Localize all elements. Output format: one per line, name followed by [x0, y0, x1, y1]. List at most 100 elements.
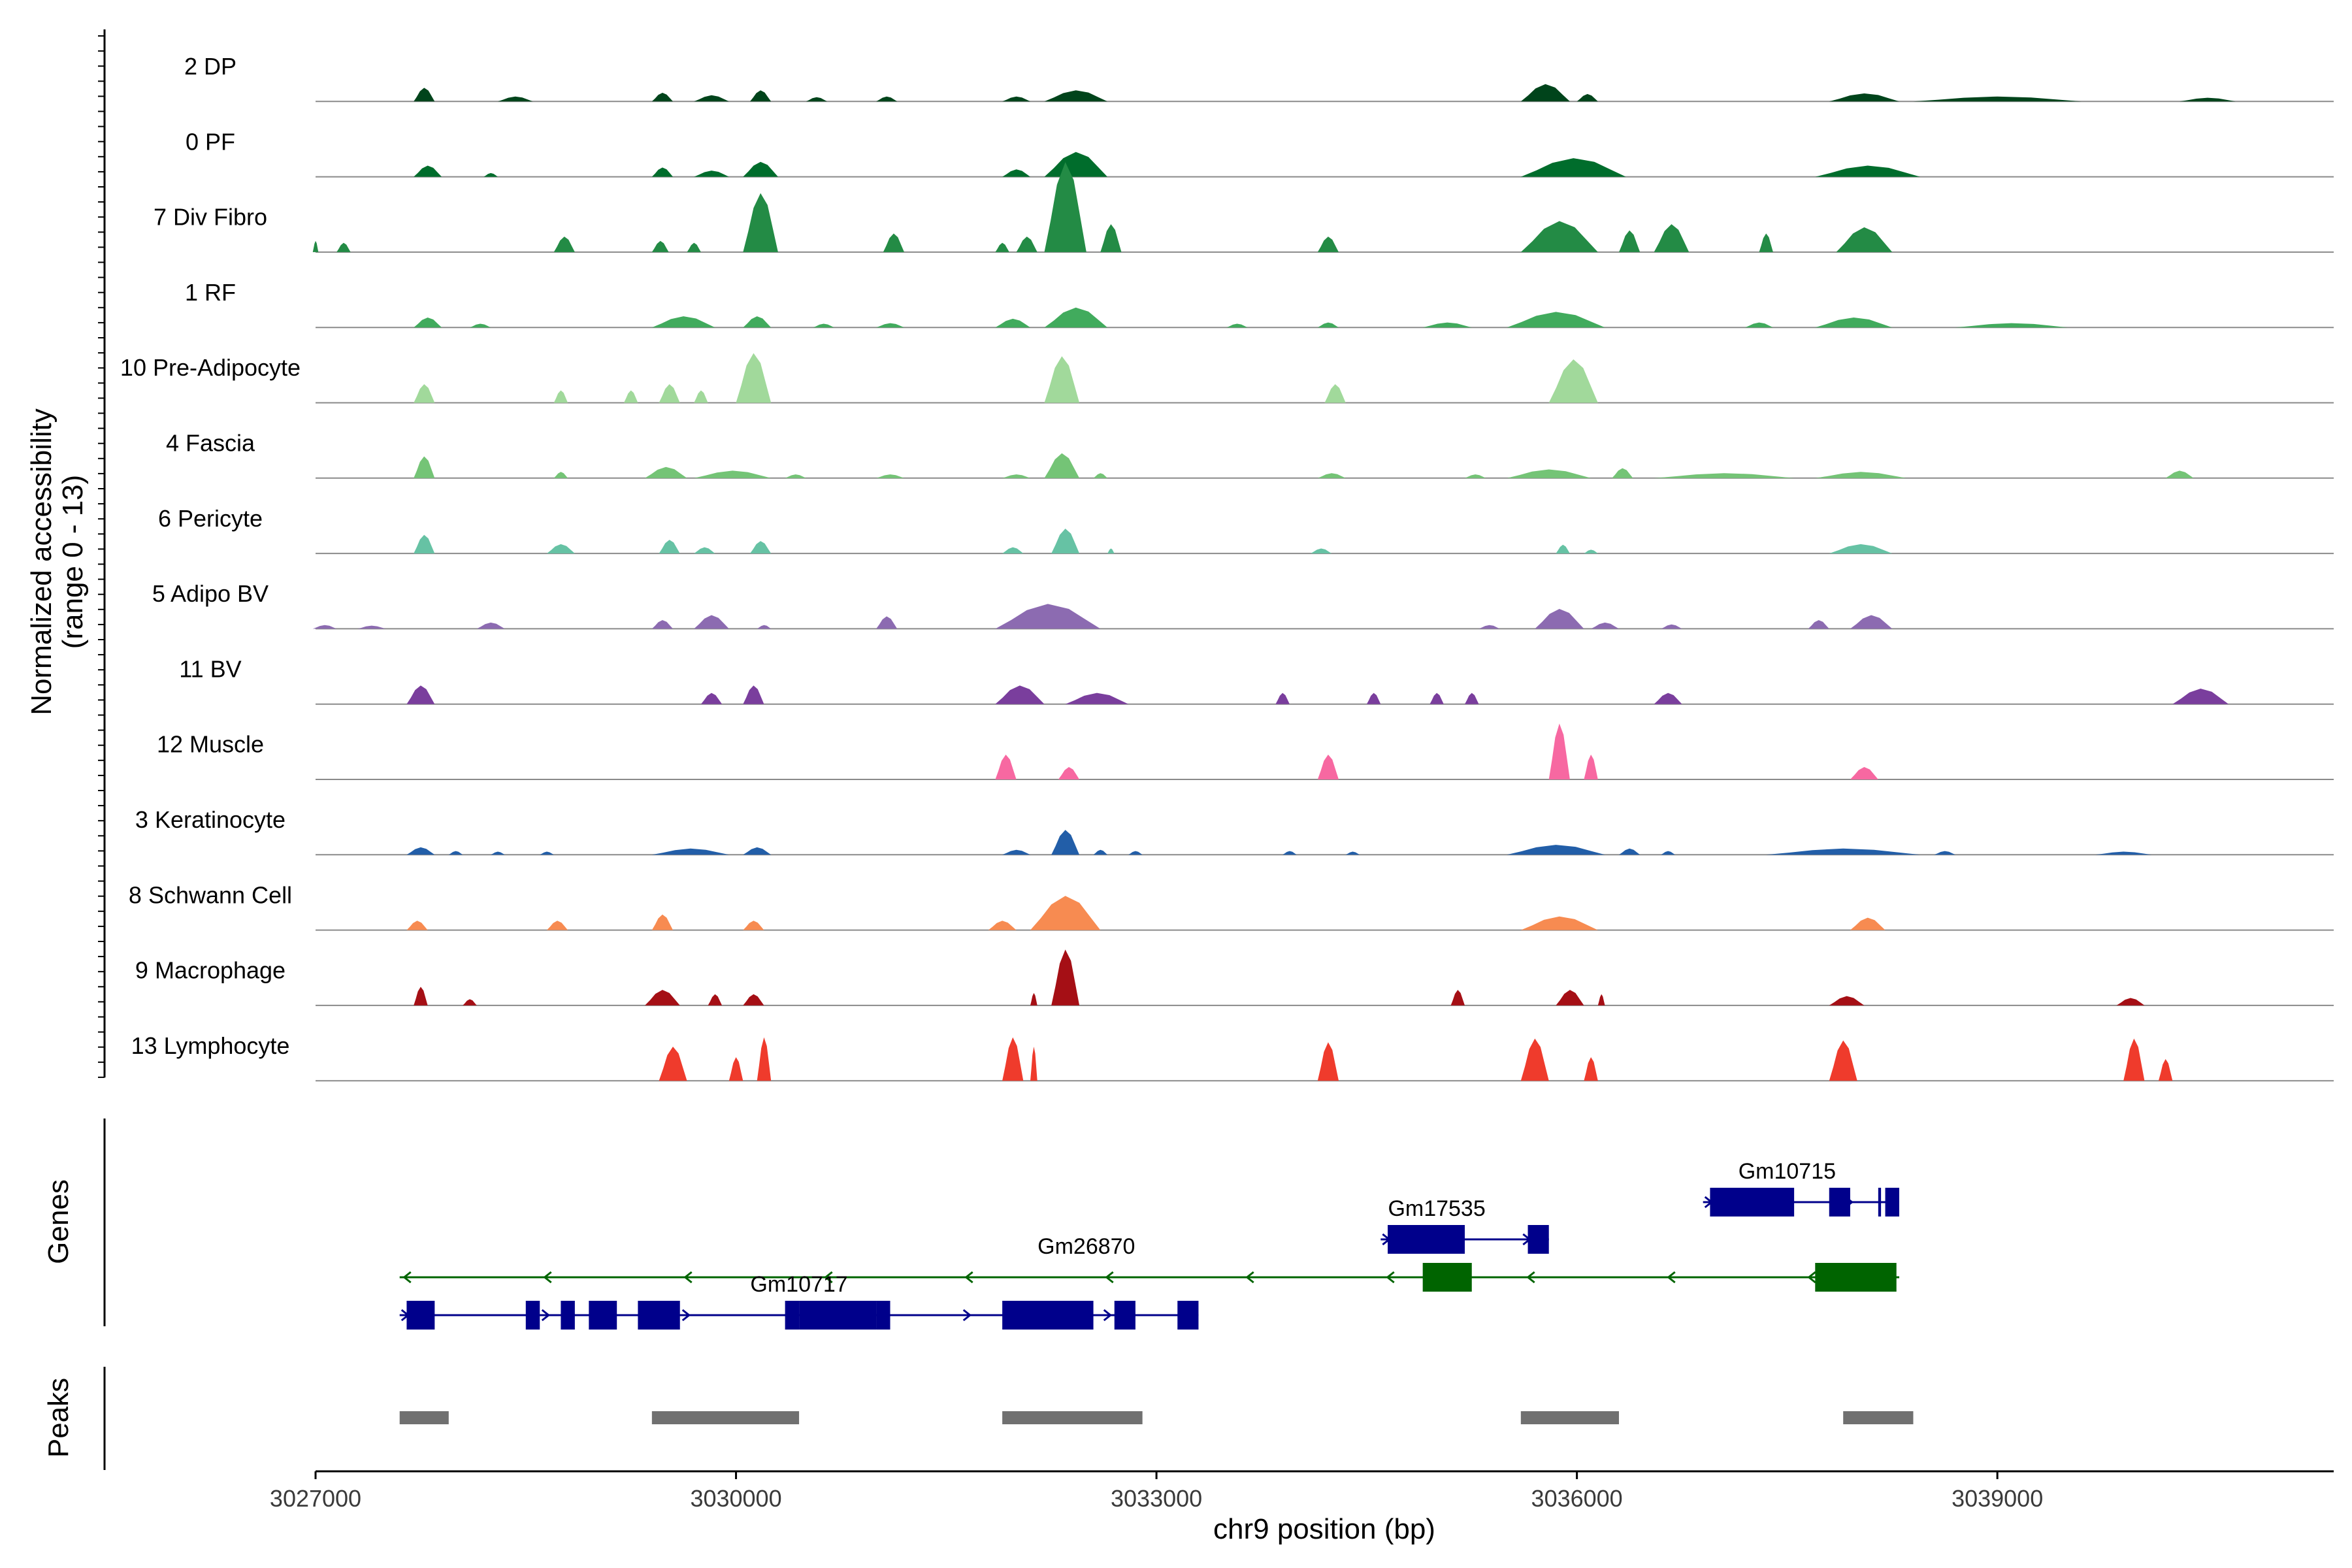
- coverage-peak: [651, 620, 673, 629]
- coverage-peak: [750, 90, 772, 102]
- track-label: 7 Div Fibro: [154, 204, 267, 231]
- coverage-peak: [1093, 849, 1107, 855]
- x-tick-label: 3036000: [1531, 1485, 1623, 1512]
- coverage-peak: [1815, 318, 1893, 328]
- strand-arrow: [1103, 1309, 1113, 1322]
- coverage-peak: [1450, 990, 1465, 1005]
- coverage-peak: [1044, 162, 1086, 252]
- coverage-peak: [1002, 849, 1030, 855]
- coverage-peak: [1030, 1047, 1037, 1081]
- coverage-peak: [414, 384, 435, 403]
- coverage-peak: [1829, 93, 1899, 102]
- coverage-peak: [1661, 851, 1675, 855]
- coverage-peak: [1850, 767, 1878, 779]
- coverage-peak: [1520, 158, 1626, 177]
- coverage-peak: [694, 95, 729, 102]
- coverage-peak: [1661, 624, 1682, 629]
- coverage-peak: [1584, 1057, 1598, 1081]
- gene-exon: [638, 1301, 680, 1330]
- gene-Gm26870: Gm26870: [399, 1234, 1900, 1292]
- coverage-peak: [1815, 165, 1921, 177]
- coverage-peak: [694, 171, 729, 177]
- gene-panel-title: Genes: [42, 1179, 74, 1264]
- coverage-peak: [1065, 693, 1129, 704]
- coverage-peak: [743, 921, 764, 930]
- gene-Gm10717: Gm10717: [399, 1272, 1199, 1330]
- track-label: 11 BV: [179, 655, 241, 682]
- coverage-peak: [1016, 237, 1037, 252]
- coverage-peak: [2165, 470, 2194, 478]
- coverage-peak: [414, 534, 435, 554]
- coverage-peak: [414, 165, 442, 177]
- track-5: 10 Pre-Adipocyte: [120, 353, 2334, 404]
- coverage-peak: [1058, 767, 1080, 779]
- coverage-peak: [2180, 97, 2236, 102]
- coverage-peak: [1829, 996, 1865, 1005]
- coverage-peak: [414, 88, 435, 102]
- coverage-peak: [876, 616, 898, 629]
- coverage-peak: [743, 161, 778, 177]
- x-tick-label: 3027000: [270, 1485, 361, 1512]
- coverage-peak: [2123, 1038, 2145, 1081]
- coverage-peak: [1317, 1042, 1339, 1081]
- gene-exon: [1815, 1263, 1897, 1292]
- coverage-peak: [623, 390, 638, 403]
- gene-exon: [785, 1301, 800, 1330]
- coverage-peak: [1619, 848, 1641, 855]
- peak-region: [1843, 1411, 1914, 1424]
- coverage-peak: [1745, 322, 1773, 328]
- gene-exon: [1885, 1188, 1900, 1217]
- coverage-peak: [659, 1047, 687, 1081]
- coverage-peak: [694, 470, 772, 478]
- coverage-peak: [414, 456, 435, 478]
- gene-panel: Genes Gm26870 Gm10717 Gm17535 Gm10715: [42, 1119, 1900, 1330]
- coverage-peak: [995, 604, 1101, 629]
- coverage-peak: [491, 851, 505, 855]
- gene-exon: [1829, 1188, 1850, 1217]
- coverage-peak: [1002, 547, 1024, 554]
- strand-arrow: [964, 1271, 973, 1284]
- coverage-peak: [476, 622, 505, 629]
- track-13: 9 Macrophage: [135, 949, 2334, 1006]
- coverage-peak: [1654, 224, 1690, 252]
- strand-arrow: [1105, 1271, 1114, 1284]
- coverage-peak: [876, 96, 898, 102]
- coverage-peak: [1850, 615, 1893, 629]
- track-10: 12 Muscle: [157, 723, 2334, 780]
- coverage-peak: [1044, 307, 1107, 328]
- strand-arrow: [1667, 1271, 1676, 1284]
- coverage-peak: [1591, 622, 1619, 629]
- coverage-peak: [1520, 84, 1570, 102]
- coverage-peak: [1507, 845, 1605, 855]
- track-label: 6 Pericyte: [158, 505, 263, 532]
- coverage-peak: [1275, 693, 1290, 704]
- coverage-peak: [736, 353, 772, 403]
- coverage-peak: [883, 233, 904, 252]
- gene-exon: [589, 1301, 617, 1330]
- coverage-peak: [995, 242, 1009, 252]
- coverage-peak: [1317, 322, 1339, 328]
- strand-arrow: [824, 1271, 833, 1284]
- coverage-peak: [546, 544, 575, 554]
- coverage-peak: [1107, 548, 1115, 554]
- coverage-peak: [1850, 917, 1886, 930]
- gene-exon: [1878, 1188, 1882, 1217]
- coverage-peak: [694, 390, 708, 403]
- coverage-peak: [995, 318, 1030, 328]
- coverage-peak: [1002, 169, 1030, 177]
- coverage-peak: [312, 240, 319, 252]
- gene-exon: [1527, 1225, 1549, 1254]
- coverage-peak: [2116, 998, 2145, 1005]
- track-label: 12 Muscle: [157, 731, 264, 758]
- coverage-peak: [694, 615, 729, 629]
- coverage-peak: [1030, 896, 1101, 930]
- coverage-peak: [470, 323, 491, 328]
- gene-exon: [561, 1301, 575, 1330]
- coverage-peak: [813, 323, 834, 328]
- coverage-peak: [1584, 549, 1598, 554]
- track-9: 11 BV: [179, 655, 2334, 705]
- gene-exon: [1177, 1301, 1199, 1330]
- coverage-peak: [659, 540, 680, 554]
- coverage-peak: [806, 97, 827, 102]
- coverage-peak: [1465, 693, 1479, 704]
